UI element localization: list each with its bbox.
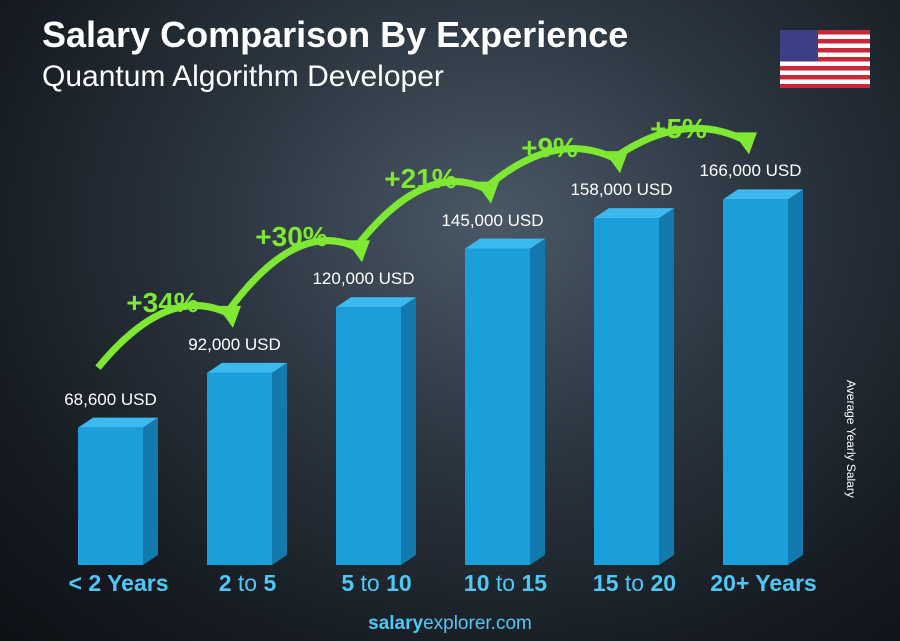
chart-subtitle: Quantum Algorithm Developer (42, 60, 444, 93)
value-label: 145,000 USD (441, 210, 544, 230)
value-label: 68,600 USD (64, 389, 157, 409)
value-label: 158,000 USD (570, 180, 673, 200)
increase-label: +30% (255, 221, 328, 253)
arrow-head (346, 240, 370, 263)
footer-brand-rest: explorer.com (423, 613, 532, 634)
bar (723, 199, 788, 565)
chart-title: Salary Comparison By Experience (42, 14, 629, 55)
increase-arrow (611, 124, 747, 161)
bar-top (594, 208, 674, 219)
arrow-head (475, 181, 499, 204)
bar (207, 372, 272, 565)
bar-side (788, 189, 803, 565)
value-label: 120,000 USD (312, 269, 415, 289)
increase-label: +21% (384, 162, 457, 194)
bar-side (401, 297, 416, 565)
footer-brand-bold: salary (368, 613, 424, 634)
bar-side (530, 238, 545, 565)
bar-top (336, 297, 416, 308)
bar-top (207, 362, 287, 373)
footer-brand[interactable]: salaryexplorer.com (0, 613, 900, 635)
bar-top (465, 238, 545, 249)
category-label: 20+ Years (710, 570, 817, 596)
bar (465, 248, 530, 565)
bar (336, 307, 401, 565)
category-label: < 2 Years (68, 570, 169, 596)
increase-label: +34% (126, 286, 199, 318)
bar-side (272, 362, 287, 565)
increase-arrow (353, 178, 489, 250)
bar (78, 427, 143, 565)
arrow-head (217, 305, 241, 328)
increase-arrow (482, 145, 618, 192)
increase-label: +5% (650, 113, 707, 145)
arrow-head (733, 132, 757, 155)
category-label: 10 to 15 (463, 570, 548, 596)
value-label: 166,000 USD (699, 161, 802, 181)
category-label: 5 to 10 (341, 570, 412, 596)
bar (594, 218, 659, 565)
increase-arrow (224, 237, 360, 315)
category-label: 2 to 5 (218, 570, 277, 596)
increase-label: +9% (521, 132, 578, 164)
bar-side (143, 417, 158, 565)
bar-top (723, 189, 803, 200)
bar-top (78, 417, 158, 428)
value-label: 92,000 USD (188, 334, 281, 354)
us-flag-icon (780, 30, 870, 88)
category-label: 15 to 20 (592, 570, 677, 596)
increase-arrow (95, 302, 231, 370)
bar-side (659, 208, 674, 565)
